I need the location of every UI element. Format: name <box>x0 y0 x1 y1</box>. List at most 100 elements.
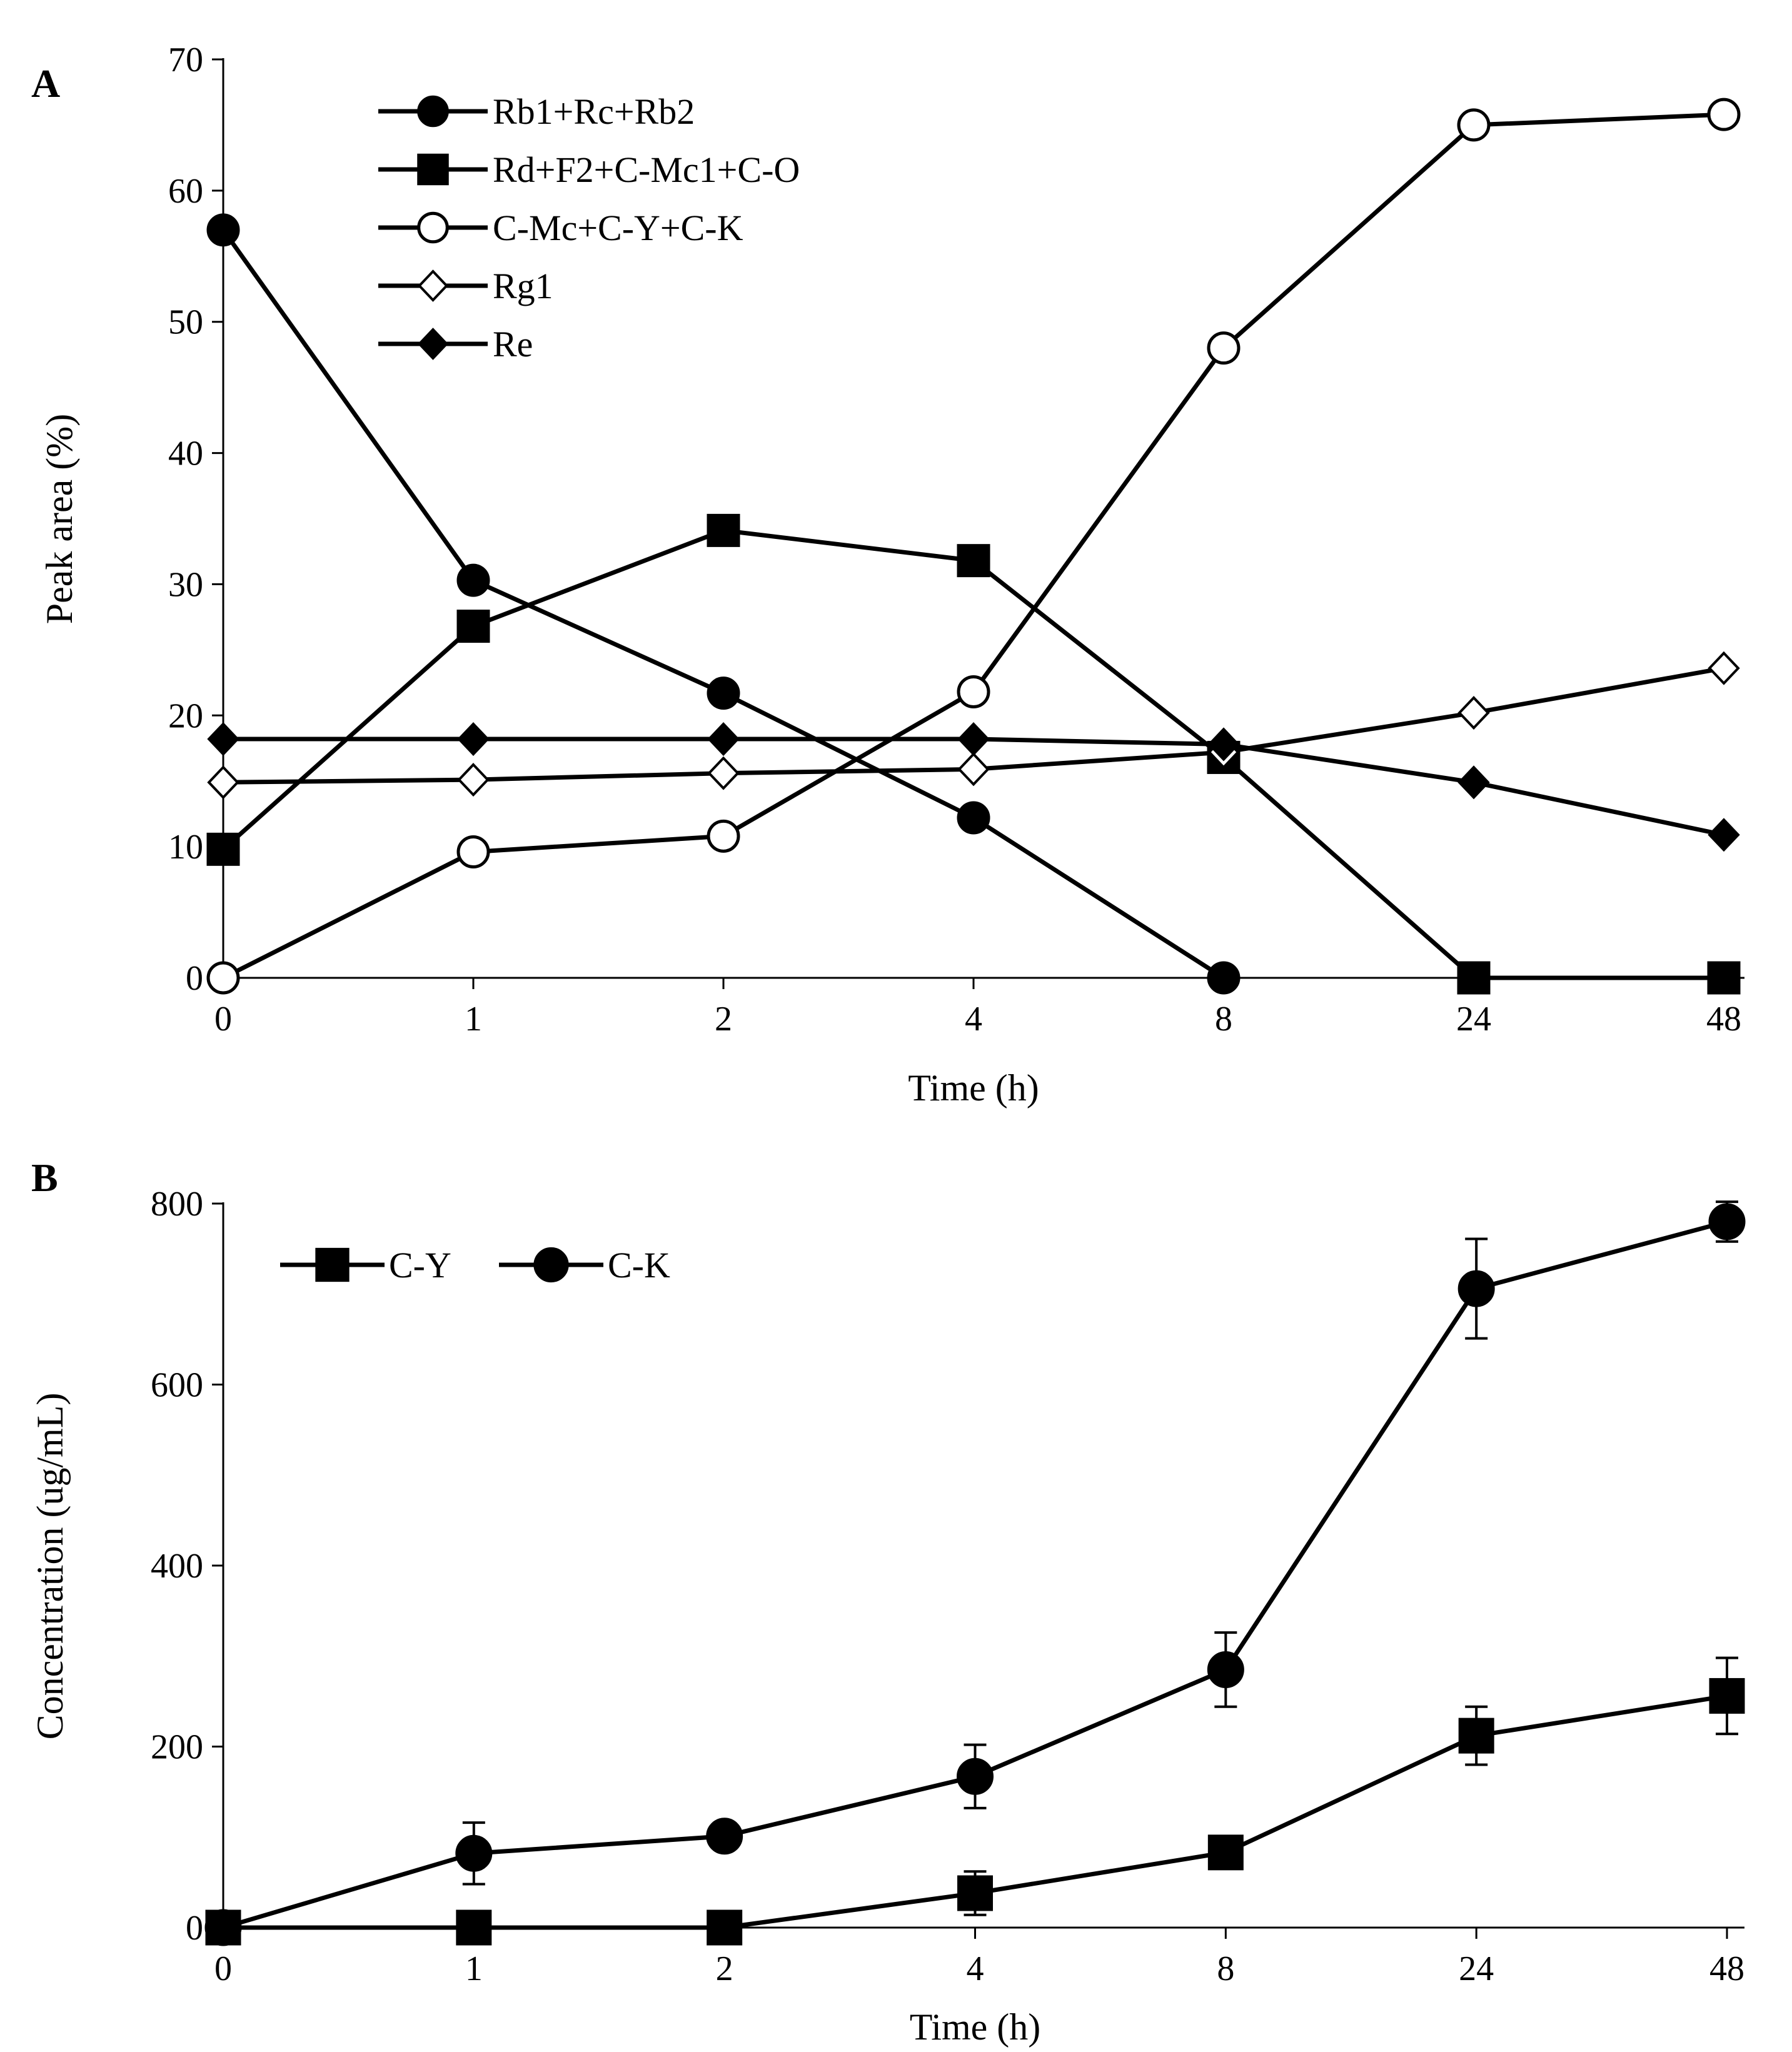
panel-a-y-tick-label: 20 <box>168 697 203 735</box>
panel-b-legend: C-Y C-K <box>280 1245 670 1285</box>
legend-label-rd-f2-c-mc1-c-o: Rd+F2+C-Mc1+C-O <box>493 149 800 190</box>
panel-a-x-tick-label: 24 <box>1456 1000 1491 1039</box>
panel-b-x-tick-label: 2 <box>716 1949 733 1988</box>
panel-a-y-tick-label: 50 <box>168 303 203 342</box>
data-point-rd-f2-c-mc1-c-o <box>957 544 990 578</box>
panel-b-y-tick-label: 0 <box>186 1909 203 1948</box>
data-point-rd-f2-c-mc1-c-o <box>1457 961 1491 995</box>
panel-b-x-tick-label: 4 <box>967 1949 984 1988</box>
series-c-mc-c-y-c-k <box>206 98 1741 995</box>
data-point-c-mc-c-y-c-k <box>206 961 240 995</box>
panel-a-x-tick-label: 1 <box>465 1000 482 1039</box>
panel-b-y-tick-label: 600 <box>151 1366 203 1405</box>
legend-label-c-y: C-Y <box>389 1245 451 1285</box>
panel-a-legend: Rb1+Rc+Rb2 Rd+F2+C-Mc1+C-O C-Mc+C-Y+C-K Rg1… <box>378 91 800 365</box>
data-point-c-y <box>1458 1718 1494 1754</box>
data-point-rb1-rc-rb2 <box>1207 961 1241 995</box>
panel-a-y-tick-label: 40 <box>168 435 203 473</box>
panel-a-y-tick-label: 0 <box>186 959 203 998</box>
data-point-rb1-rc-rb2 <box>456 563 490 597</box>
panel-b-y-tick-label: 800 <box>151 1185 203 1224</box>
data-point-re <box>707 722 740 757</box>
data-point-c-y <box>1709 1677 1745 1714</box>
panel-a-label: A <box>31 61 60 106</box>
panel-a-x-tick-label: 2 <box>715 1000 732 1039</box>
series-re <box>207 722 1740 852</box>
panel-a-y-tick-label: 60 <box>168 172 203 211</box>
data-point-c-k <box>706 1818 743 1855</box>
legend-marker-rg1 <box>417 269 449 302</box>
data-point-c-y <box>957 1875 993 1911</box>
panel-b-x-tick-label: 8 <box>1217 1949 1234 1988</box>
panel-a-x-tick-label: 0 <box>214 1000 232 1039</box>
panel-b-x-tick-label: 48 <box>1709 1949 1744 1988</box>
data-point-c-mc-c-y-c-k <box>456 835 490 869</box>
data-point-c-k <box>204 1909 242 1946</box>
data-point-re <box>1207 727 1240 762</box>
legend-marker-c-k <box>533 1247 569 1283</box>
data-point-c-k <box>1708 1203 1746 1240</box>
panel-a-x-tick-label: 8 <box>1215 1000 1232 1039</box>
panel-b-label: B <box>31 1155 58 1200</box>
data-point-c-mc-c-y-c-k <box>1457 108 1491 142</box>
data-point-re <box>1708 818 1740 852</box>
data-point-c-k <box>957 1758 994 1795</box>
legend-marker-re <box>417 328 449 360</box>
data-point-c-mc-c-y-c-k <box>707 819 740 853</box>
data-point-rg1 <box>707 756 740 790</box>
panel-a-y-axis-title: Peak area (%) <box>39 414 80 624</box>
panel-a-x-tick-label: 48 <box>1706 1000 1741 1039</box>
legend-label-c-mc-c-y-c-k: C-Mc+C-Y+C-K <box>493 208 743 248</box>
data-point-c-y <box>1207 1834 1244 1871</box>
data-point-c-mc-c-y-c-k <box>1207 331 1241 365</box>
data-point-c-k <box>1207 1651 1244 1688</box>
panel-b-x-tick-label: 1 <box>465 1949 483 1988</box>
series-line-rb1-rc-rb2 <box>221 228 1225 980</box>
panel-a-x-tick-label: 4 <box>965 1000 982 1039</box>
data-point-c-mc-c-y-c-k <box>1707 98 1741 131</box>
panel-b-y-tick-label: 400 <box>151 1547 203 1586</box>
panel-a-x-axis-title: Time (h) <box>908 1067 1039 1109</box>
data-point-c-y <box>456 1909 492 1946</box>
legend-label-c-k: C-K <box>608 1245 670 1285</box>
legend-marker-c-y <box>315 1247 350 1282</box>
panel-b-y-tick-label: 200 <box>151 1728 203 1767</box>
data-point-c-k <box>455 1834 493 1872</box>
data-point-rd-f2-c-mc1-c-o <box>456 610 490 643</box>
data-point-rg1 <box>1708 651 1740 685</box>
data-point-rd-f2-c-mc1-c-o <box>707 513 740 547</box>
data-point-rb1-rc-rb2 <box>707 676 740 710</box>
data-point-rb1-rc-rb2 <box>957 801 990 835</box>
series-rb1-rc-rb2 <box>206 213 1241 995</box>
data-point-c-mc-c-y-c-k <box>957 675 990 709</box>
data-point-rb1-rc-rb2 <box>206 213 240 247</box>
data-point-rg1 <box>1457 696 1490 730</box>
series-line-c-k <box>223 1219 1728 1930</box>
panel-b-x-axis-title: Time (h) <box>910 2006 1040 2048</box>
legend-label-rg1: Rg1 <box>493 266 553 306</box>
data-point-rd-f2-c-mc1-c-o <box>1707 961 1741 995</box>
legend-marker-c-mc-c-y-c-k <box>417 211 449 244</box>
data-point-re <box>1457 765 1490 800</box>
data-point-rg1 <box>957 752 990 787</box>
legend-label-re: Re <box>493 324 533 365</box>
panel-b-x-tick-label: 0 <box>214 1949 232 1988</box>
data-point-re <box>207 722 239 757</box>
data-point-rg1 <box>457 763 490 797</box>
panel-b-y-axis-title: Concentration (ug/mL) <box>29 1393 71 1740</box>
panel-a-y-tick-label: 70 <box>168 41 203 79</box>
panel-a-y-tick-label: 30 <box>168 565 203 604</box>
legend-marker-rd-f2-c-mc1-c-o <box>417 153 449 186</box>
data-point-rd-f2-c-mc1-c-o <box>206 832 240 866</box>
data-point-c-k <box>1457 1270 1495 1307</box>
data-point-re <box>957 722 990 757</box>
data-point-rg1 <box>207 765 239 800</box>
panel-a-y-tick-label: 10 <box>168 828 203 867</box>
data-point-re <box>457 722 490 757</box>
series-c-k <box>204 1200 1746 1946</box>
legend-label-rb1-rc-rb2: Rb1+Rc+Rb2 <box>493 91 695 132</box>
data-point-c-y <box>707 1909 743 1946</box>
